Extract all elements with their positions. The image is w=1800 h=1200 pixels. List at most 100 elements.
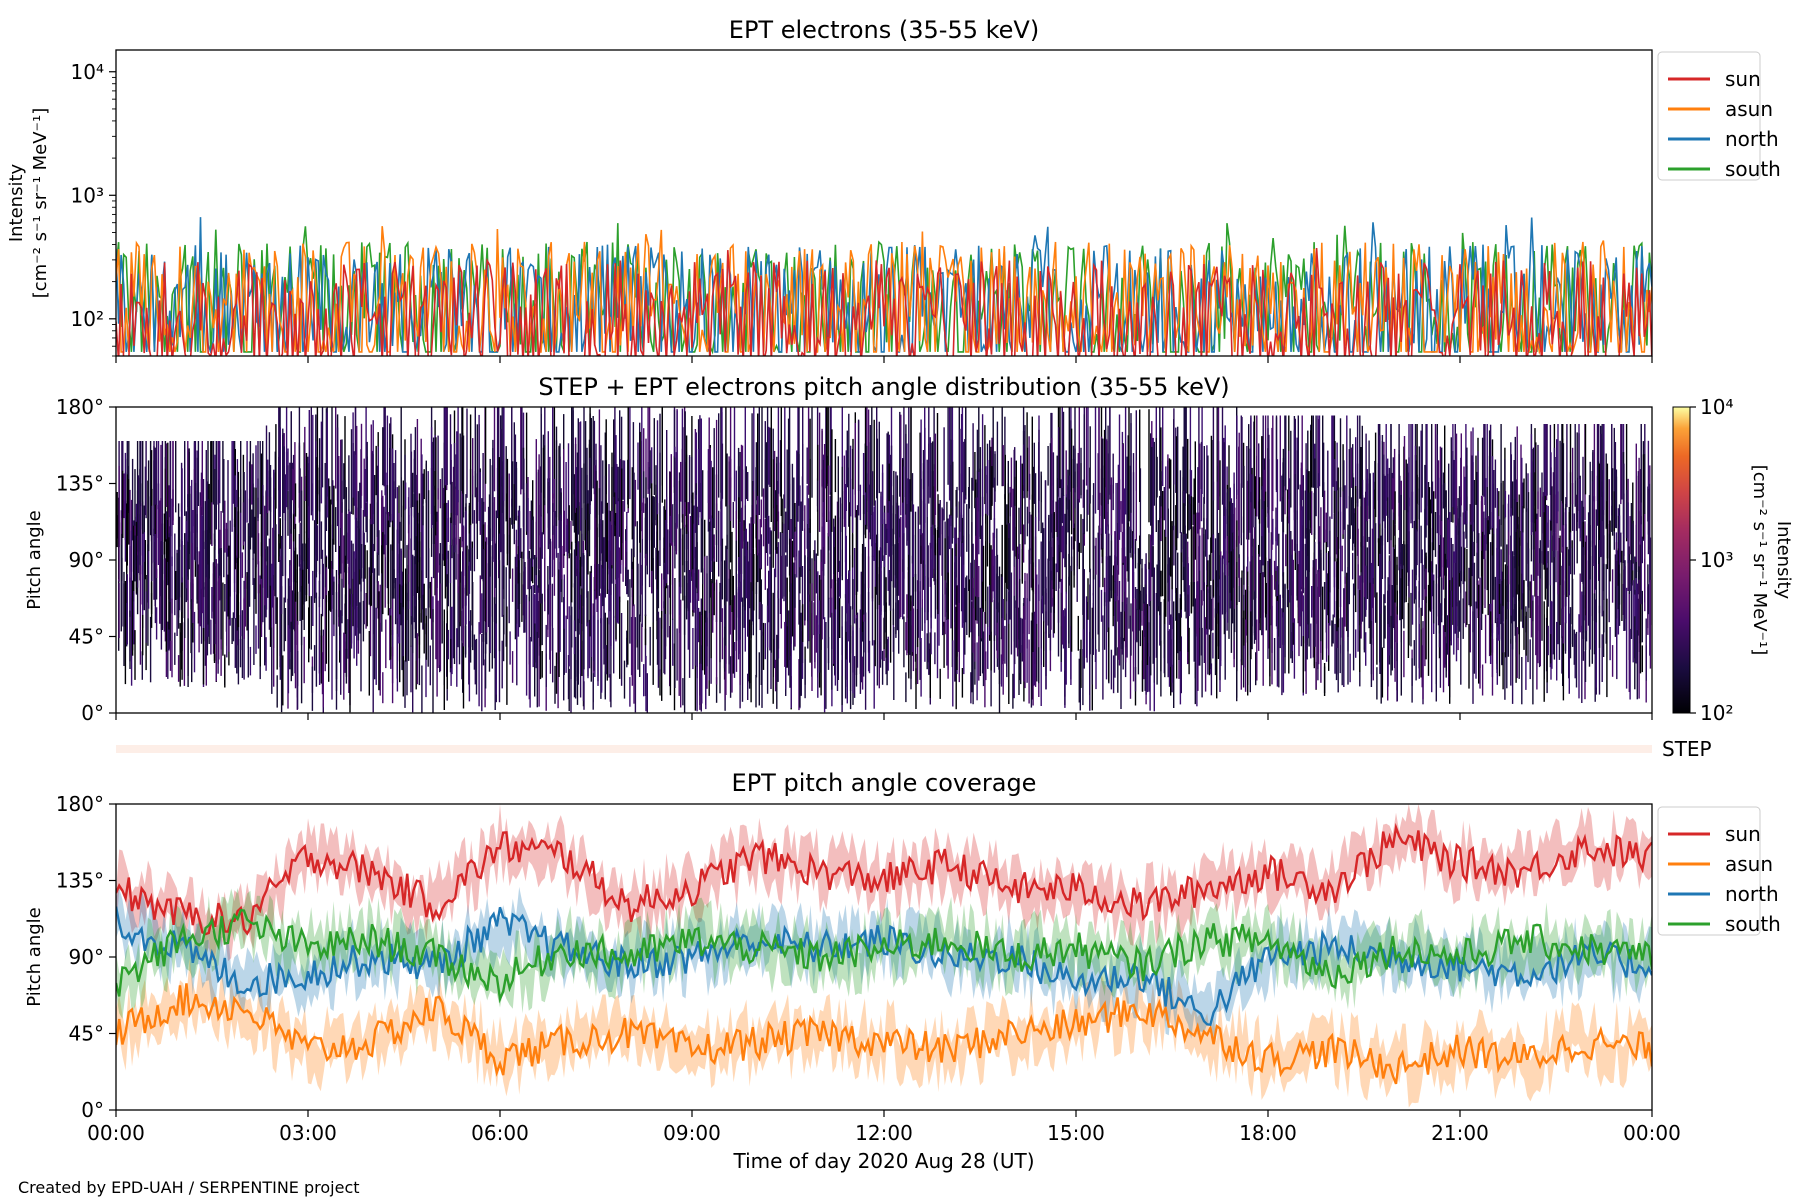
pad-cell <box>1415 494 1417 581</box>
pad-cell <box>1628 594 1630 692</box>
pad-cell <box>1381 647 1384 698</box>
pad-cell <box>1207 455 1209 540</box>
pad-cell <box>1433 580 1435 624</box>
pad-cell <box>492 477 494 562</box>
pad-cell <box>615 525 617 642</box>
pad-cell <box>905 672 907 703</box>
pad-cell <box>227 460 229 557</box>
pad-cell <box>1500 549 1502 604</box>
pad-cell <box>1196 595 1198 634</box>
pad-cell <box>927 577 929 663</box>
pad-cell <box>315 491 318 578</box>
panel2-xaxis <box>115 713 1653 720</box>
pad-cell <box>972 543 974 609</box>
pad-cell <box>728 461 730 570</box>
pad-cell <box>1595 509 1597 623</box>
pad-cell <box>1070 428 1073 535</box>
pad-cell <box>1416 474 1418 504</box>
pad-cell <box>623 660 626 699</box>
pad-cell <box>457 554 459 648</box>
pad-cell <box>934 528 937 556</box>
pad-cell <box>1288 589 1290 674</box>
pad-cell <box>508 473 510 543</box>
pad-cell <box>1177 552 1179 654</box>
pad-cell <box>661 407 663 503</box>
pad-cell <box>434 435 436 497</box>
pad-cell <box>1160 471 1162 507</box>
pad-cell <box>853 656 856 698</box>
pad-cell <box>757 495 759 556</box>
pad-cell <box>692 492 694 617</box>
pad-cell <box>888 463 890 502</box>
pad-cell <box>898 505 900 543</box>
pad-cell <box>1061 407 1063 488</box>
pad-cell <box>549 584 552 674</box>
pad-cell <box>664 520 667 587</box>
pad-cell <box>414 486 417 565</box>
pad-cell <box>413 494 416 551</box>
pad-cell <box>1649 579 1652 669</box>
pad-cell <box>558 569 560 677</box>
pad-cell <box>584 504 587 551</box>
pad-cell <box>699 415 701 513</box>
y-tick-label: 45° <box>69 625 104 649</box>
pad-cell <box>169 526 171 602</box>
pad-cell <box>704 556 706 611</box>
pad-cell <box>998 566 1001 685</box>
pad-cell <box>450 444 452 513</box>
pad-cell <box>253 578 255 665</box>
pad-cell <box>372 619 374 713</box>
pad-cell <box>422 499 424 526</box>
pad-cell <box>333 581 335 625</box>
pad-cell <box>1115 483 1117 602</box>
pad-cell <box>656 420 659 515</box>
pad-cell <box>1049 633 1052 672</box>
pad-cell <box>461 571 463 680</box>
pad-cell <box>1328 623 1330 656</box>
pad-cell <box>565 615 567 673</box>
pad-cell <box>223 459 225 507</box>
pad-cell <box>1566 546 1568 597</box>
pad-cell <box>269 477 272 587</box>
pad-cell <box>1210 435 1213 553</box>
pad-cell <box>687 502 689 532</box>
pad-cell <box>1188 585 1190 617</box>
pad-cell <box>821 469 823 572</box>
pad-cell <box>1489 424 1492 530</box>
pad-cell <box>1296 450 1298 565</box>
pad-cell <box>1360 575 1362 639</box>
pad-cell <box>924 427 926 523</box>
pad-cell <box>815 553 818 594</box>
pad-cell <box>1223 557 1226 619</box>
pad-cell <box>577 541 579 642</box>
pad-cell <box>603 537 605 665</box>
pad-cell <box>437 435 439 500</box>
pad-cell <box>472 475 474 524</box>
pad-cell <box>751 505 753 622</box>
pad-cell <box>1171 616 1173 683</box>
pad-cell <box>1179 614 1182 705</box>
pad-cell <box>402 630 404 697</box>
pad-cell <box>133 525 135 591</box>
pad-cell <box>413 450 416 493</box>
pad-cell <box>1535 531 1537 656</box>
pad-cell <box>849 445 852 517</box>
pad-cell <box>700 418 702 519</box>
pad-cell <box>1132 572 1135 682</box>
pad-cell <box>278 407 280 491</box>
pad-cell <box>555 652 558 694</box>
pad-cell <box>1441 484 1443 568</box>
pad-cell <box>365 593 367 629</box>
pad-cell <box>926 517 928 621</box>
pad-cell <box>699 663 701 710</box>
pad-cell <box>357 491 360 528</box>
pad-cell <box>960 514 963 612</box>
panel2-title: STEP + EPT electrons pitch angle distrib… <box>538 373 1229 401</box>
pad-cell <box>851 534 854 610</box>
pad-cell <box>552 627 554 683</box>
pad-cell <box>1033 442 1035 504</box>
pad-cell <box>886 433 888 543</box>
pad-cell <box>202 479 205 598</box>
pad-cell <box>827 533 829 649</box>
